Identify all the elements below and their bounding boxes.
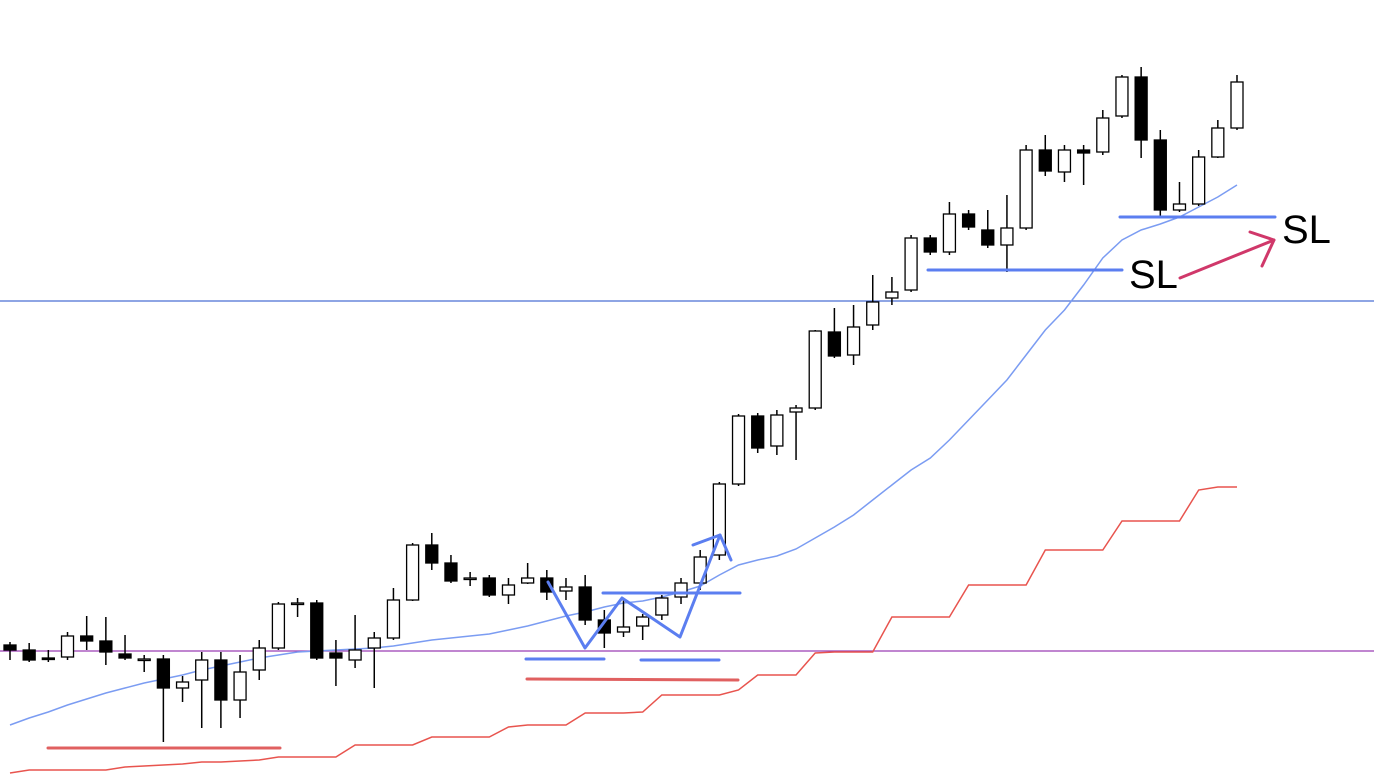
- candle-body: [770, 414, 784, 447]
- candle-body: [22, 649, 36, 661]
- candle-body: [885, 291, 899, 299]
- candle-body: [348, 649, 362, 661]
- candle-body: [655, 597, 669, 616]
- candle-body: [214, 659, 228, 701]
- candle-body: [99, 640, 113, 653]
- candle-body: [981, 229, 995, 246]
- candle-body: [137, 658, 151, 662]
- indicator-line: [9, 184, 1238, 726]
- candle-body: [425, 544, 439, 564]
- candle-body: [195, 659, 209, 681]
- candle-body: [1076, 149, 1091, 154]
- candle-body: [846, 326, 861, 356]
- arrow-head: [1248, 230, 1276, 268]
- candle-body: [118, 653, 132, 659]
- candle-body: [310, 602, 324, 659]
- candle-body: [41, 657, 55, 661]
- candle-body: [3, 644, 17, 651]
- arrow: [1178, 238, 1276, 280]
- candle-body: [540, 577, 554, 593]
- candle-body: [367, 637, 381, 649]
- candle-body: [405, 544, 420, 601]
- candle-body: [1115, 76, 1129, 117]
- candle-body: [751, 415, 765, 449]
- candle-body: [501, 584, 516, 596]
- candle-body: [60, 635, 75, 658]
- candle-body: [578, 586, 592, 621]
- candle-body: [482, 577, 496, 596]
- candle-body: [674, 582, 688, 598]
- candle-body: [559, 586, 573, 592]
- candle-body: [1134, 76, 1148, 141]
- candle-body: [386, 599, 401, 639]
- candle-body: [252, 647, 266, 671]
- candle-body: [329, 652, 343, 659]
- candle-body: [1153, 139, 1167, 211]
- candle-body: [80, 635, 94, 642]
- candle-body: [444, 562, 458, 582]
- candle-body: [866, 301, 880, 326]
- candle-body: [463, 577, 477, 581]
- candle-body: [923, 237, 937, 253]
- candle-body: [271, 603, 286, 649]
- candle-body: [693, 556, 707, 584]
- candle-body: [731, 415, 746, 485]
- candle-body: [1211, 127, 1225, 158]
- arrow-head: [691, 533, 733, 562]
- sl-label: SL: [1129, 253, 1178, 297]
- candle-body: [904, 237, 918, 291]
- candle-body: [156, 658, 171, 689]
- indicator-line: [9, 486, 1237, 774]
- candle-body: [827, 331, 842, 357]
- candle-body: [808, 330, 822, 409]
- candle-body: [616, 626, 631, 633]
- candle-body: [1000, 227, 1014, 246]
- drawings: [46, 215, 1277, 750]
- sl-label: SL: [1282, 208, 1331, 252]
- candle-body: [290, 602, 305, 606]
- support-line: [525, 677, 740, 682]
- candle-body: [233, 671, 247, 701]
- plot: [0, 67, 1374, 774]
- candle-body: [1230, 81, 1244, 129]
- candle-body: [789, 407, 803, 413]
- candle-body: [942, 213, 957, 253]
- candle-body: [1038, 149, 1052, 172]
- candle-body: [520, 577, 535, 584]
- w-pattern: [546, 533, 722, 650]
- candle-body: [961, 213, 976, 228]
- candle-body: [636, 616, 650, 627]
- candle-body: [1172, 203, 1187, 211]
- candle-body: [1096, 117, 1110, 153]
- candle-body: [1019, 149, 1033, 229]
- candle-body: [1192, 156, 1206, 205]
- candle-body: [175, 681, 190, 689]
- candle-body: [1057, 149, 1072, 173]
